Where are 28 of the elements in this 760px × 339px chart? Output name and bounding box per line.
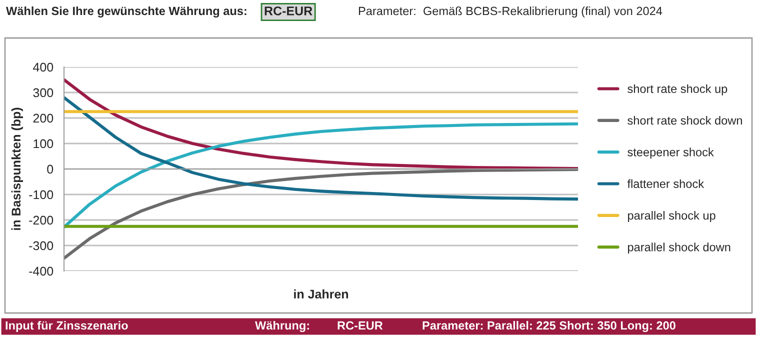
y-tick-label: -300 <box>29 241 54 250</box>
legend-label: flattener shock <box>627 179 704 188</box>
y-tick-label: -100 <box>29 190 54 200</box>
text: Währung: <box>255 320 309 332</box>
y-axis-title: in Basispunkten (bp) <box>11 108 24 230</box>
y-tick-label: 200 <box>33 114 54 123</box>
legend-label: short rate shock up <box>628 84 728 96</box>
y-tick-label: 100 <box>34 139 54 148</box>
text: RC-EUR <box>264 6 312 16</box>
legend-label: parallel shock down <box>628 242 730 254</box>
legend-label: short rate shock down <box>628 116 742 125</box>
line-series <box>64 78 578 170</box>
text: Parameter: Parallel: 225 Short: 350 Long: 200 <box>422 320 676 332</box>
x-axis-title: in Jahren <box>294 289 348 299</box>
legend-label: parallel shock up <box>628 210 716 222</box>
y-tick-label: 300 <box>33 88 54 98</box>
y-tick-label: 400 <box>33 62 54 72</box>
line-series <box>64 122 578 229</box>
text: Input für Zinsszenario <box>6 320 128 332</box>
line-series <box>64 168 578 260</box>
text: Wählen Sie Ihre gewünschte Währung aus: <box>6 6 246 18</box>
y-tick-label: -200 <box>29 216 54 225</box>
line-series <box>64 96 578 201</box>
text: Parameter: Gemäß BCBS-Rekalibrierung (final) von 2024 <box>358 6 662 18</box>
text: RC-EUR <box>338 321 383 330</box>
y-tick-label: 0 <box>47 164 54 174</box>
legend-label: steepener shock <box>628 148 714 159</box>
y-tick-label: -400 <box>29 266 54 276</box>
